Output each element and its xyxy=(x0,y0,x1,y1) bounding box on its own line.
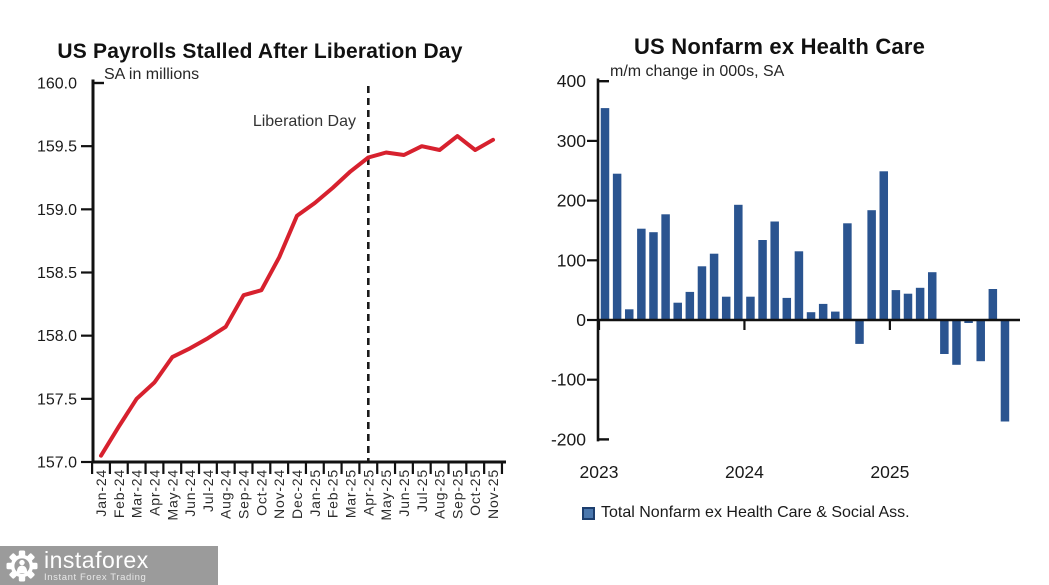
svg-text:Sep-24: Sep-24 xyxy=(236,469,252,519)
svg-text:100: 100 xyxy=(557,250,586,270)
svg-text:Dec-24: Dec-24 xyxy=(289,469,305,519)
svg-text:2023: 2023 xyxy=(580,462,619,482)
svg-text:Nov-25: Nov-25 xyxy=(485,469,501,519)
watermark-tagline: Instant Forex Trading xyxy=(44,571,147,583)
svg-text:157.0: 157.0 xyxy=(37,455,77,472)
watermark-brand: instaforex xyxy=(44,546,149,573)
bar-chart-legend: Total Nonfarm ex Health Care & Social As… xyxy=(582,504,910,522)
svg-text:157.5: 157.5 xyxy=(37,391,77,408)
legend-label: Total Nonfarm ex Health Care & Social As… xyxy=(601,504,910,521)
watermark-text: instaforex Instant Forex Trading xyxy=(44,546,149,583)
legend-marker-icon xyxy=(582,506,595,520)
svg-text:Nov-24: Nov-24 xyxy=(271,469,287,519)
line-chart-subtitle: SA in millions xyxy=(104,66,200,83)
svg-text:Mar-25: Mar-25 xyxy=(342,469,358,518)
svg-text:Mar-24: Mar-24 xyxy=(129,469,145,518)
svg-text:-200: -200 xyxy=(551,429,586,449)
svg-text:0: 0 xyxy=(576,310,586,330)
svg-text:300: 300 xyxy=(557,131,586,151)
svg-text:Oct-25: Oct-25 xyxy=(467,469,483,516)
svg-text:Jun-24: Jun-24 xyxy=(182,469,198,517)
svg-text:158.5: 158.5 xyxy=(37,265,77,282)
svg-text:Oct-24: Oct-24 xyxy=(253,469,269,516)
svg-text:Jul-24: Jul-24 xyxy=(200,469,216,512)
instaforex-gear-icon xyxy=(6,550,38,581)
liberation-day-annotation: Liberation Day xyxy=(252,113,356,130)
svg-text:May-25: May-25 xyxy=(378,469,394,520)
svg-text:Apr-24: Apr-24 xyxy=(146,469,162,516)
svg-text:160.0: 160.0 xyxy=(37,76,77,93)
instaforex-watermark: instaforex Instant Forex Trading xyxy=(0,546,218,585)
svg-text:Aug-24: Aug-24 xyxy=(218,469,234,519)
svg-text:Jul-25: Jul-25 xyxy=(414,469,430,512)
svg-text:2024: 2024 xyxy=(725,462,764,482)
svg-text:-100: -100 xyxy=(551,370,586,390)
line-chart-plot-area: 160.0 159.5 159.0 158.5 158.0 157.5 157.0 Jan-2… xyxy=(37,76,506,520)
svg-text:Sep-25: Sep-25 xyxy=(449,469,465,519)
bar-chart-plot-area: 400 300 200 100 0 -100 -200 2023 2024 2025 xyxy=(551,71,1020,482)
svg-text:2025: 2025 xyxy=(870,462,909,482)
svg-text:Feb-24: Feb-24 xyxy=(111,469,127,518)
svg-text:159.0: 159.0 xyxy=(37,202,77,219)
svg-text:May-24: May-24 xyxy=(164,469,180,520)
nonfarm-bar-chart: US Nonfarm ex Health Care m/m change in … xyxy=(530,0,1049,585)
svg-text:Jan-25: Jan-25 xyxy=(307,469,323,517)
svg-text:Jan-24: Jan-24 xyxy=(93,469,109,517)
svg-text:Feb-25: Feb-25 xyxy=(325,469,341,518)
svg-text:158.0: 158.0 xyxy=(37,328,77,345)
svg-text:200: 200 xyxy=(557,191,586,211)
bar-chart-title: US Nonfarm ex Health Care xyxy=(633,34,926,59)
line-chart-title: US Payrolls Stalled After Liberation Day xyxy=(57,40,463,63)
svg-text:Jun-25: Jun-25 xyxy=(396,469,412,517)
payrolls-line-chart: US Payrolls Stalled After Liberation Day… xyxy=(0,0,520,585)
svg-text:159.5: 159.5 xyxy=(37,139,77,156)
svg-text:Apr-25: Apr-25 xyxy=(360,469,376,516)
svg-text:Aug-25: Aug-25 xyxy=(432,469,448,519)
bar-chart-subtitle: m/m change in 000s, SA xyxy=(610,63,785,80)
svg-text:400: 400 xyxy=(557,71,586,91)
